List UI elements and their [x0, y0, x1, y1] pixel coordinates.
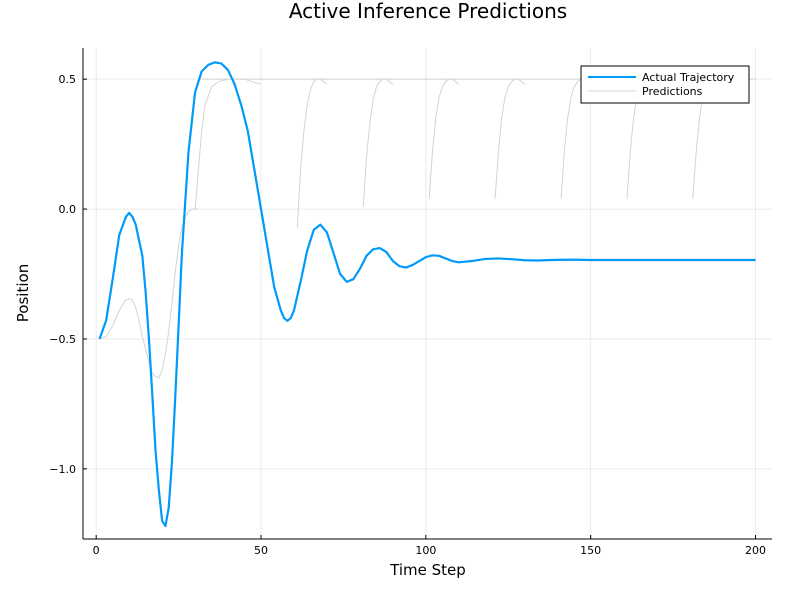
x-tick-label: 0 [93, 544, 100, 557]
x-tick-label: 200 [745, 544, 766, 557]
actual-trajectory-line [98, 61, 756, 528]
y-tick-label: 0.0 [59, 203, 77, 216]
prediction-line-7 [494, 78, 526, 199]
x-tick-label: 100 [415, 544, 436, 557]
prediction-line-5 [362, 78, 394, 207]
y-tick-label: −0.5 [49, 333, 76, 346]
x-tick-label: 150 [580, 544, 601, 557]
legend-predictions-label: Predictions [642, 85, 703, 98]
prediction-line-4 [296, 78, 328, 228]
legend: Actual Trajectory Predictions [580, 65, 750, 104]
y-ticks: −1.0 −0.5 0.0 0.5 [49, 73, 87, 476]
x-ticks: 0 50 100 150 200 [93, 535, 766, 557]
axes [82, 48, 772, 540]
prediction-line-6 [428, 78, 460, 199]
y-tick-label: −1.0 [49, 463, 76, 476]
chart-title: Active Inference Predictions [289, 0, 567, 23]
x-tick-label: 50 [254, 544, 268, 557]
y-tick-label: 0.5 [59, 73, 77, 86]
actual-trajectory-series [98, 61, 756, 528]
legend-box [580, 65, 750, 104]
legend-actual-label: Actual Trajectory [642, 71, 735, 84]
x-axis-label: Time Step [389, 561, 466, 579]
y-axis-label: Position [14, 264, 32, 322]
